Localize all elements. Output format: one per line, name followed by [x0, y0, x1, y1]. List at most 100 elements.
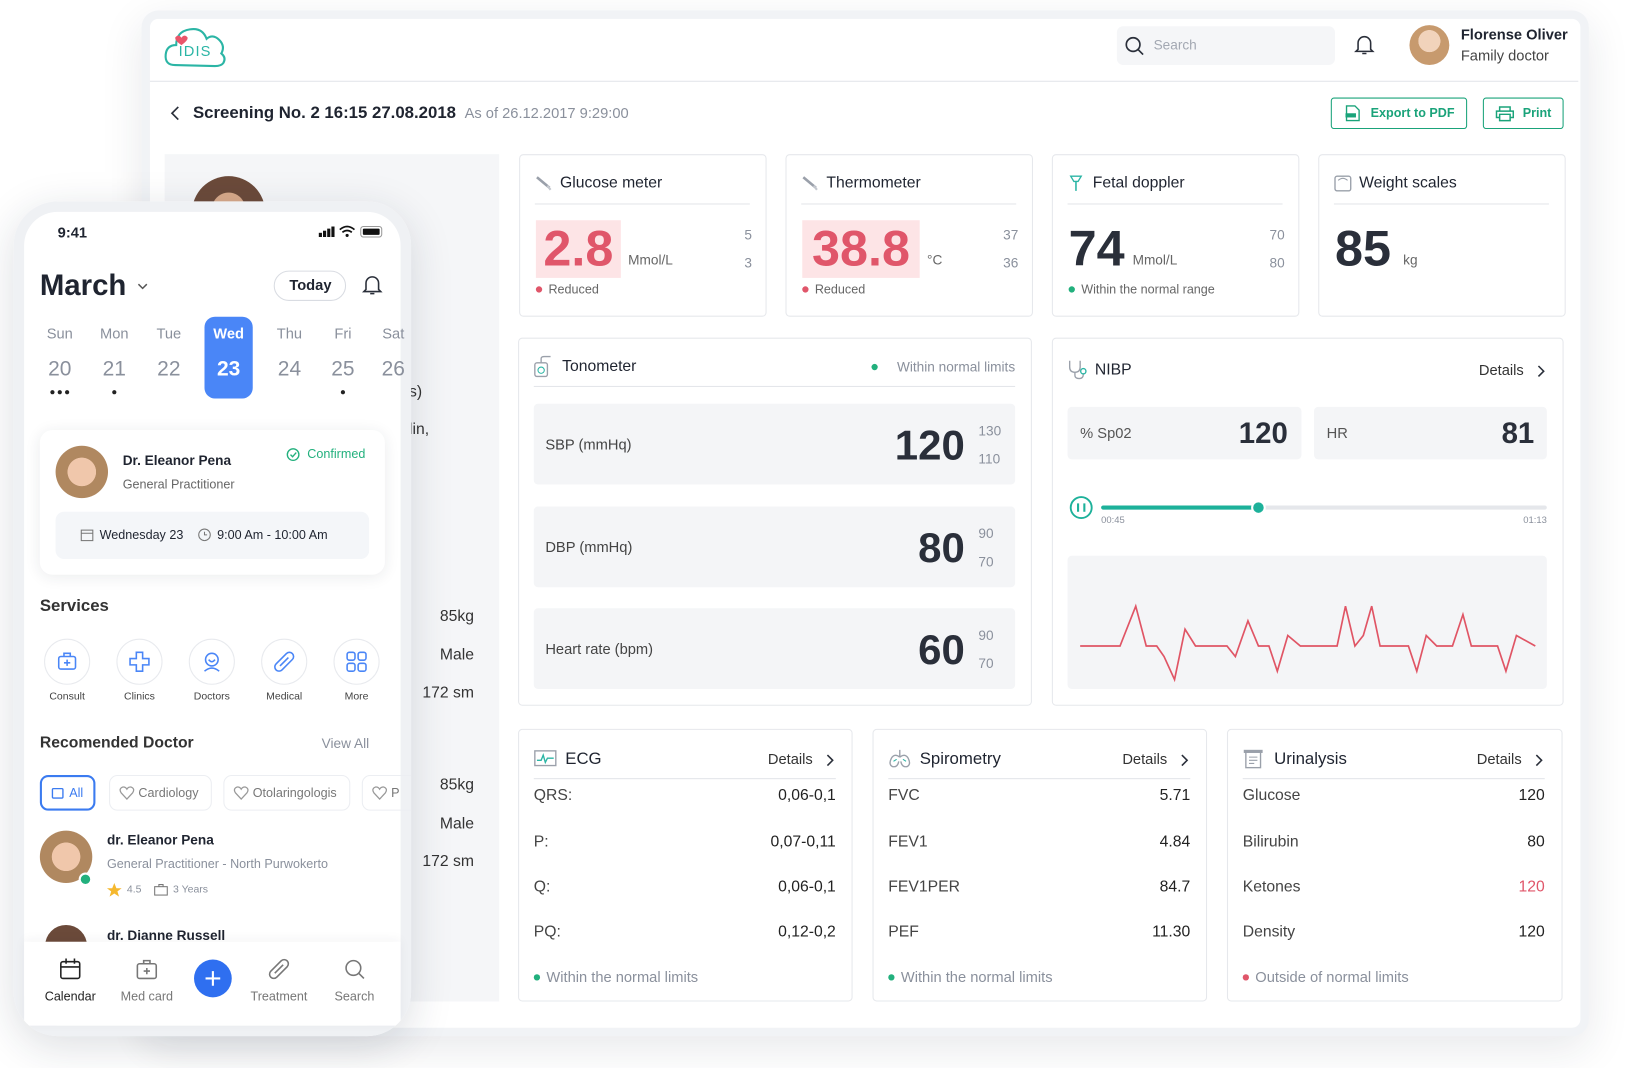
filter-chip[interactable] [39, 774, 96, 811]
doctor-rating: 4.5 [126, 884, 142, 896]
nibp-metric-value: 81 [1501, 416, 1535, 450]
tonometer-row [533, 403, 1016, 485]
filter-chip[interactable] [223, 774, 351, 811]
filter-chip[interactable] [361, 774, 412, 811]
nibp-metric-label: % Sp02 [1080, 424, 1132, 442]
search-placeholder: Search [1153, 36, 1197, 53]
service-icon [129, 651, 150, 672]
service-button[interactable] [188, 638, 235, 685]
confirmed-icon [286, 448, 300, 462]
bag-icon [154, 884, 168, 896]
panel-status: Within the normal limits [546, 968, 699, 986]
screening-title: Screening No. 2 16:15 27.08.2018 [192, 104, 456, 123]
day-name[interactable]: Tue [156, 324, 182, 342]
panel-row-label: FEV1 [888, 832, 928, 851]
nibp-title: NIBP [1094, 360, 1132, 379]
phone-bell[interactable] [362, 275, 383, 296]
day-name[interactable]: Fri [334, 324, 352, 342]
day-name[interactable]: Wed [213, 324, 244, 342]
filter-chip[interactable] [109, 774, 212, 811]
panel-title: Urinalysis [1274, 750, 1347, 769]
day-date[interactable]: 22 [157, 357, 181, 381]
patient-sex: Male [439, 814, 475, 833]
vital-unit: °C [927, 251, 943, 268]
panel-row-label: PQ: [533, 922, 561, 941]
vital-value: 2.8 [543, 221, 614, 278]
header-divider [149, 80, 1579, 82]
back-icon[interactable] [170, 106, 180, 121]
appointment-time: 9:00 Am - 10:00 Am [217, 527, 328, 542]
panel-details[interactable]: Details [1476, 750, 1522, 768]
filter-label: Otolaringologis [252, 785, 337, 800]
panel-details[interactable]: Details [767, 750, 813, 768]
user-role: Family doctor [1460, 46, 1549, 64]
day-date[interactable]: 25 [331, 357, 355, 381]
filter-icon [50, 785, 65, 800]
day-name[interactable]: Sat [382, 324, 405, 342]
user-avatar[interactable] [1409, 25, 1450, 66]
service-button[interactable] [261, 638, 308, 685]
view-all[interactable]: View All [321, 735, 370, 752]
doctor-specialty: General Practitioner - North Purwokerto [106, 856, 328, 872]
vital-value: 85 [1334, 221, 1391, 278]
day-date[interactable]: 23 [216, 357, 241, 381]
vital-card [1051, 154, 1300, 317]
print-button[interactable] [1482, 97, 1564, 129]
service-button[interactable] [44, 638, 91, 685]
export-button[interactable] [1330, 97, 1468, 129]
tonometer-divider [533, 385, 1016, 387]
today-button[interactable] [273, 270, 347, 301]
month-title: March [39, 268, 127, 302]
search-box[interactable] [1116, 26, 1335, 66]
panel-row-label: Bilirubin [1242, 832, 1299, 851]
day-name[interactable]: Sun [46, 324, 73, 342]
bell-icon[interactable] [1354, 35, 1375, 56]
panel-icon-svg [889, 749, 911, 768]
panel-details[interactable]: Details [1122, 750, 1168, 768]
status-dot [1068, 286, 1075, 293]
month-chevron[interactable] [137, 283, 148, 290]
status-dot [535, 286, 543, 293]
status-dot [533, 974, 541, 981]
tonometer-value: 120 [894, 422, 965, 469]
patient-height: 172 sm [422, 852, 475, 871]
appointment-specialty: General Practitioner [122, 476, 235, 492]
panel-row-value: 84.7 [1159, 877, 1191, 896]
ecg-box [1067, 555, 1547, 689]
panel-row-label: FVC [888, 786, 920, 805]
patient-sex: Male [439, 645, 475, 664]
service-button[interactable] [116, 638, 163, 685]
nav-label[interactable]: Med card [120, 988, 174, 1004]
patient-weight: 85kg [439, 607, 475, 626]
day-date[interactable]: 24 [277, 357, 302, 381]
panel-row-value: 11.30 [1152, 922, 1191, 941]
nav-label[interactable]: Search [334, 988, 375, 1004]
nav-icon [136, 959, 158, 980]
day-date[interactable]: 26 [381, 357, 405, 381]
panel-status: Outside of normal limits [1255, 968, 1409, 986]
panel-row-value: 120 [1518, 922, 1545, 941]
day-date[interactable]: 20 [48, 357, 72, 381]
day-name[interactable]: Thu [276, 324, 303, 342]
event-dot [65, 390, 70, 395]
service-label: More [344, 691, 369, 703]
nibp-details[interactable]: Details [1478, 361, 1524, 379]
star-icon [106, 883, 122, 897]
event-dot [112, 390, 117, 395]
day-date[interactable]: 21 [102, 357, 126, 381]
nav-label[interactable]: Treatment [250, 988, 308, 1004]
vital-status: Reduced [814, 281, 866, 297]
nav-icon [344, 959, 365, 980]
calendar-icon [80, 529, 94, 542]
tonometer-range: 110 [978, 451, 1001, 467]
pause-button[interactable] [1069, 496, 1093, 520]
service-button[interactable] [333, 638, 380, 685]
vital-unit: kg [1403, 251, 1418, 268]
vital-icon-svg [1069, 175, 1083, 191]
tonometer-range: 70 [978, 553, 994, 570]
vital-card [1318, 154, 1566, 317]
selected-day[interactable] [204, 316, 253, 399]
nav-label[interactable]: Calendar [44, 988, 96, 1004]
day-name[interactable]: Mon [100, 324, 129, 342]
